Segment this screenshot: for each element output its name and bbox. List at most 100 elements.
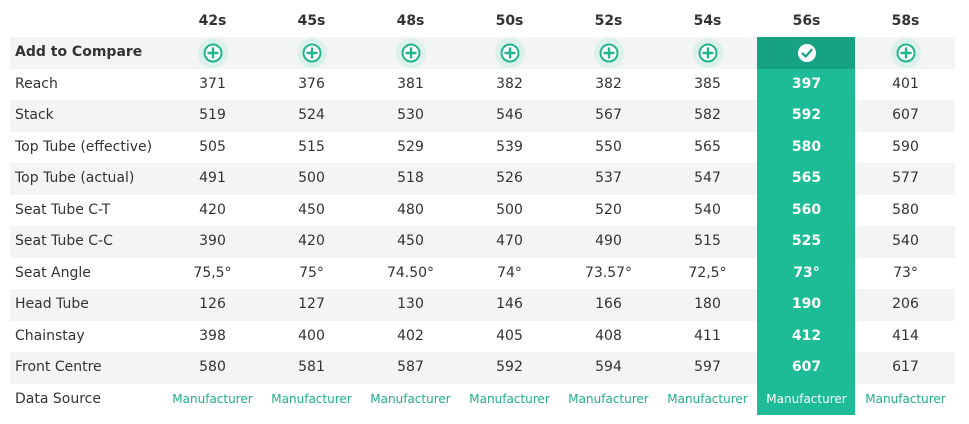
source-link[interactable]: Manufacturer xyxy=(469,391,550,406)
column-header: 42s xyxy=(198,13,227,29)
table-cell: 382 xyxy=(496,75,523,92)
table-cell: 405 xyxy=(496,327,523,344)
table-cell: 420 xyxy=(298,233,325,249)
table-cell: 450 xyxy=(298,201,325,218)
source-link[interactable]: Manufacturer xyxy=(370,391,451,406)
table-cell: 166 xyxy=(595,296,622,312)
table-cell: 408 xyxy=(595,327,622,344)
selected-check-icon[interactable] xyxy=(791,37,823,69)
table-cell: 597 xyxy=(694,359,721,375)
column-header: 52s xyxy=(594,13,623,29)
row-label: Data Source xyxy=(15,390,101,407)
table-cell: 537 xyxy=(595,170,622,186)
table-cell: 382 xyxy=(595,75,622,92)
source-link[interactable]: Manufacturer xyxy=(568,391,649,406)
column-header: 48s xyxy=(396,13,425,29)
table-cell: 450 xyxy=(397,233,424,249)
row-label: Reach xyxy=(15,75,58,92)
source-link[interactable]: Manufacturer xyxy=(172,391,253,406)
table-cell: 401 xyxy=(892,75,919,92)
row-label: Front Centre xyxy=(15,359,102,375)
table-cell: 371 xyxy=(199,75,226,92)
table-cell: 126 xyxy=(199,296,226,312)
table-cell: 130 xyxy=(397,296,424,312)
table-cell: 547 xyxy=(694,170,721,186)
column-header: 50s xyxy=(495,13,524,29)
table-cell: 180 xyxy=(694,296,721,312)
table-cell: 376 xyxy=(298,75,325,92)
source-link[interactable]: Manufacturer xyxy=(271,391,352,406)
table-cell: 74.50° xyxy=(386,264,435,281)
table-cell: 73° xyxy=(893,264,918,281)
row-label: Seat Tube C-C xyxy=(15,233,113,249)
table-cell: 580 xyxy=(791,138,822,155)
table-cell: 592 xyxy=(496,359,523,375)
add-compare-button[interactable] xyxy=(593,37,625,69)
row-label: Chainstay xyxy=(15,327,85,344)
table-cell: 75° xyxy=(299,264,324,281)
table-cell: 526 xyxy=(496,170,523,186)
source-link[interactable]: Manufacturer xyxy=(667,391,748,406)
table-cell: 491 xyxy=(199,170,226,186)
row-label: Seat Tube C-T xyxy=(15,201,111,218)
plus-icon xyxy=(197,37,228,68)
table-cell: 617 xyxy=(892,359,919,375)
table-cell: 146 xyxy=(496,296,523,312)
table-cell: 519 xyxy=(199,107,226,123)
table-cell: 607 xyxy=(791,359,822,375)
table-cell: 594 xyxy=(595,359,622,375)
table-cell: 480 xyxy=(397,201,424,218)
selected-column xyxy=(757,37,855,415)
table-cell: 470 xyxy=(496,233,523,249)
table-cell: 524 xyxy=(298,107,325,123)
table-cell: 505 xyxy=(199,138,226,155)
plus-icon xyxy=(692,37,723,68)
add-compare-button[interactable] xyxy=(890,37,922,69)
table-cell: 414 xyxy=(892,327,919,344)
table-cell: 515 xyxy=(694,233,721,249)
plus-icon xyxy=(296,37,327,68)
table-cell: 565 xyxy=(791,170,822,186)
table-cell: 490 xyxy=(595,233,622,249)
source-link[interactable]: Manufacturer xyxy=(766,391,847,406)
row-label: Head Tube xyxy=(15,296,89,312)
table-cell: 546 xyxy=(496,107,523,123)
table-cell: 73.57° xyxy=(584,264,633,281)
table-cell: 590 xyxy=(892,138,919,155)
add-compare-button[interactable] xyxy=(494,37,526,69)
table-cell: 540 xyxy=(694,201,721,218)
add-compare-button[interactable] xyxy=(692,37,724,69)
table-cell: 560 xyxy=(791,201,822,218)
plus-icon xyxy=(890,37,921,68)
table-cell: 500 xyxy=(496,201,523,218)
table-cell: 500 xyxy=(298,170,325,186)
table-cell: 582 xyxy=(694,107,721,123)
table-cell: 420 xyxy=(199,201,226,218)
table-cell: 400 xyxy=(298,327,325,344)
table-cell: 75,5° xyxy=(193,264,232,281)
table-cell: 206 xyxy=(892,296,919,312)
table-cell: 587 xyxy=(397,359,424,375)
table-cell: 518 xyxy=(397,170,424,186)
row-label: Top Tube (actual) xyxy=(15,170,135,186)
add-compare-button[interactable] xyxy=(296,37,328,69)
add-compare-button[interactable] xyxy=(197,37,229,69)
table-cell: 539 xyxy=(496,138,523,155)
column-header: 58s xyxy=(891,13,920,29)
table-cell: 530 xyxy=(397,107,424,123)
table-cell: 607 xyxy=(892,107,919,123)
add-compare-button[interactable] xyxy=(395,37,427,69)
table-cell: 73° xyxy=(793,264,820,281)
table-cell: 385 xyxy=(694,75,721,92)
table-cell: 390 xyxy=(199,233,226,249)
table-cell: 577 xyxy=(892,170,919,186)
table-cell: 540 xyxy=(892,233,919,249)
column-header: 54s xyxy=(693,13,722,29)
source-link[interactable]: Manufacturer xyxy=(865,391,946,406)
table-cell: 397 xyxy=(791,75,822,92)
plus-icon xyxy=(593,37,624,68)
plus-icon xyxy=(494,37,525,68)
table-cell: 567 xyxy=(595,107,622,123)
table-cell: 398 xyxy=(199,327,226,344)
row-label: Top Tube (effective) xyxy=(15,138,153,155)
